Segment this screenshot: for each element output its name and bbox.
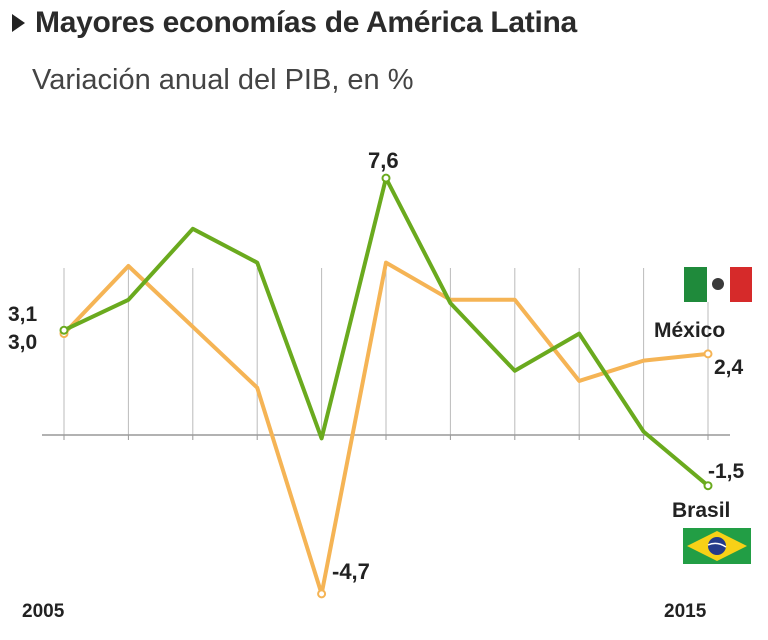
data-point <box>59 325 69 335</box>
chart-subtitle: Variación anual del PIB, en % <box>32 64 414 96</box>
x-tick-label-start: 2005 <box>22 601 65 622</box>
mexico-end-label: 2,4 <box>714 356 744 379</box>
x-tick-label-end: 2015 <box>664 601 707 622</box>
bullet-icon <box>12 14 25 32</box>
brasil-start-label: 3,1 <box>8 303 38 326</box>
gridlines <box>63 268 709 440</box>
data-point <box>703 349 713 359</box>
data-points <box>59 173 713 599</box>
peak-label: 7,6 <box>368 148 399 173</box>
chart-title-text: Mayores economías de América Latina <box>35 6 577 39</box>
legend-mexico: México <box>654 319 725 342</box>
brasil-end-label: -1,5 <box>708 460 745 483</box>
data-point <box>317 589 327 599</box>
legend-brasil: Brasil <box>672 499 730 522</box>
chart-title: Mayores economías de América Latina <box>12 6 577 40</box>
brazil-flag-icon <box>683 528 751 564</box>
trough-label: -4,7 <box>332 559 370 584</box>
mexico-start-label: 3,0 <box>8 331 37 354</box>
series-line-mxico <box>62 260 709 596</box>
data-point <box>381 173 391 183</box>
mexico-flag-icon <box>684 267 752 302</box>
data-point <box>703 481 713 491</box>
